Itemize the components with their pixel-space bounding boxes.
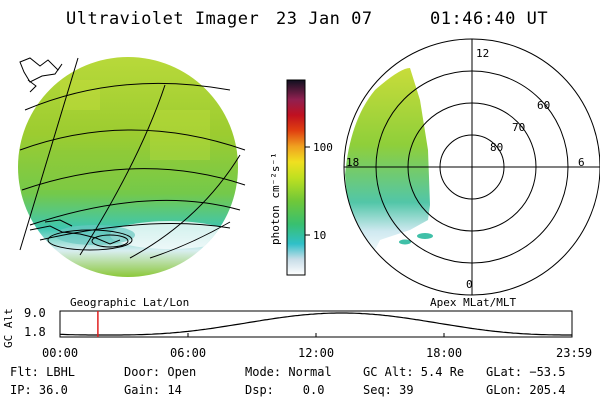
timeline-ylabel: GC Alt xyxy=(2,308,15,348)
status-gc-alt: GC Alt: 5.4 Re xyxy=(363,365,465,379)
timeline-frame xyxy=(59,310,573,338)
colorbar-unit-label: photon cm⁻²s⁻¹ xyxy=(269,152,282,245)
colorbar-label-10: 10 xyxy=(313,229,327,242)
mlat-label-80: 80 xyxy=(490,141,504,154)
status-glon: GLon: 205.4 xyxy=(486,383,566,397)
timeline-xtick-1: 06:00 xyxy=(170,346,207,360)
polar-grid xyxy=(343,38,600,296)
gc-alt-orbit-curve xyxy=(59,312,572,336)
timeline-ticks xyxy=(59,333,573,337)
status-seq: Seq: 39 xyxy=(363,383,414,397)
earth-image-panel xyxy=(18,57,246,277)
mlat-label-60: 60 xyxy=(537,99,551,112)
aurora-patch xyxy=(345,68,430,260)
timeline-xtick-4: 23:59 xyxy=(556,346,593,360)
mlt-label-12: 12 xyxy=(476,47,490,60)
apex-panel-label: Apex MLat/MLT xyxy=(430,296,517,309)
colorbar xyxy=(286,79,310,276)
status-door: Door: Open xyxy=(124,365,197,379)
mlt-label-0: 0 xyxy=(466,278,473,291)
timeline-xtick-0: 00:00 xyxy=(42,346,79,360)
timeline-xtick-2: 12:00 xyxy=(298,346,335,360)
geographic-panel-label: Geographic Lat/Lon xyxy=(70,296,190,309)
timeline-xtick-3: 18:00 xyxy=(426,346,463,360)
image-date: 23 Jan 07 xyxy=(276,9,373,29)
colorbar-label-100: 100 xyxy=(313,141,333,154)
mlt-label-6: 6 xyxy=(578,156,585,169)
status-filter: Flt: LBHL xyxy=(10,365,76,379)
image-time: 01:46:40 UT xyxy=(430,9,549,29)
timeline-ytick-low: 1.8 xyxy=(24,325,46,339)
polar-plot-panel xyxy=(343,38,600,296)
lat-lon-grid xyxy=(19,57,246,259)
status-mode: Mode: Normal xyxy=(245,365,332,379)
status-dsp: Dsp: 0.0 xyxy=(245,383,325,397)
mlat-label-70: 70 xyxy=(512,121,526,134)
status-gain: Gain: 14 xyxy=(124,383,182,397)
mlt-label-18: 18 xyxy=(346,156,360,169)
instrument-title: Ultraviolet Imager xyxy=(66,9,260,29)
status-ip: IP: 36.0 xyxy=(10,383,68,397)
timeline-ytick-high: 9.0 xyxy=(24,306,46,320)
status-glat: GLat: −53.5 xyxy=(486,365,566,379)
speckle-texture xyxy=(40,80,230,249)
coastline xyxy=(19,57,121,245)
timeline-strip xyxy=(59,310,573,338)
colorbar-gradient xyxy=(286,79,306,276)
